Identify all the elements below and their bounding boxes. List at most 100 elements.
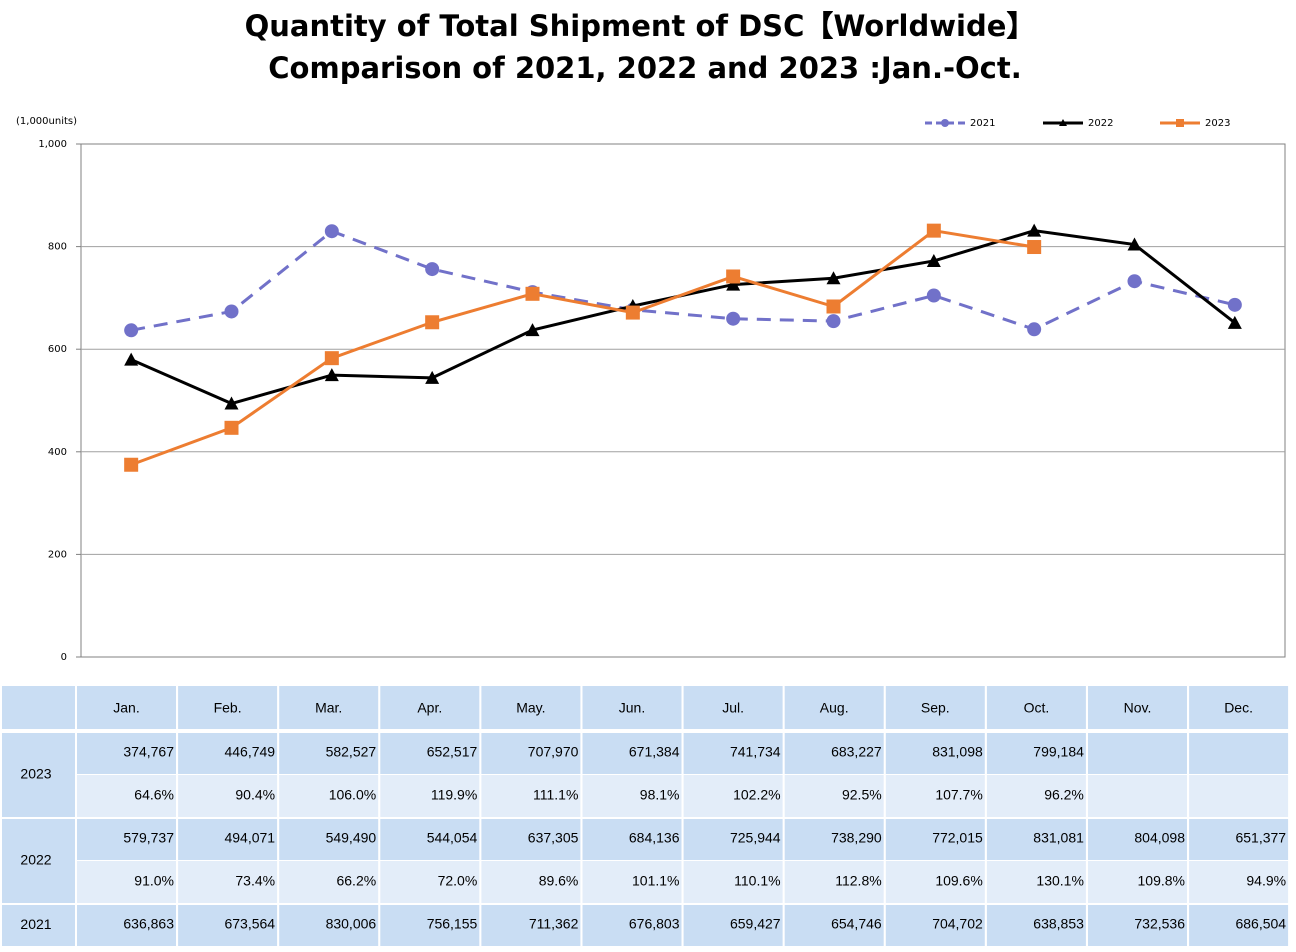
data-point <box>726 277 741 291</box>
table-cell <box>77 733 176 774</box>
table-cell <box>683 775 783 817</box>
y-tick-label: 400 <box>48 447 67 458</box>
y-tick-label: 1,000 <box>38 139 67 150</box>
table-cell <box>1088 775 1187 817</box>
table-header: Aug. <box>820 700 849 716</box>
plot-frame <box>80 143 1286 658</box>
table-ratio: 91.0% <box>134 873 174 889</box>
table-value: 732,536 <box>1134 916 1185 932</box>
row-label-cell <box>2 733 75 817</box>
table-cell <box>885 819 985 860</box>
row-label-cell <box>2 819 75 903</box>
table-cell <box>784 775 884 817</box>
table-ratio: 92.5% <box>842 787 882 803</box>
table-cell <box>1189 861 1289 903</box>
table-header-cell <box>784 686 884 729</box>
table-ratio: 112.8% <box>835 873 881 889</box>
y-tick-label: 800 <box>48 242 67 253</box>
table-ratio: 73.4% <box>235 873 275 889</box>
table-value: 676,803 <box>629 916 680 932</box>
table-cell <box>178 775 278 817</box>
table-value: 725,944 <box>730 830 781 846</box>
data-point <box>926 253 941 267</box>
table-header-cell <box>481 686 581 729</box>
table-cell <box>279 905 379 946</box>
data-point <box>425 315 440 330</box>
table-header: Jun. <box>619 700 645 716</box>
legend-label: 2023 <box>1205 118 1230 129</box>
table-cell <box>380 905 480 946</box>
table-ratio: 110.1% <box>734 873 780 889</box>
table-value: 549,490 <box>326 830 377 846</box>
data-point <box>726 269 741 284</box>
table-cell <box>380 775 480 817</box>
series-line <box>130 229 1236 332</box>
table-cell <box>481 733 581 774</box>
table-cell <box>683 733 783 774</box>
data-point <box>826 299 841 314</box>
table-cell <box>582 861 682 903</box>
table-cell <box>784 733 884 774</box>
table-cell <box>784 819 884 860</box>
table-cell <box>986 775 1086 817</box>
table-cell <box>986 819 1086 860</box>
table-cell <box>279 861 379 903</box>
table-header: Feb. <box>214 700 242 716</box>
legend-label: 2022 <box>1088 118 1113 129</box>
table-header-cell <box>885 686 985 729</box>
data-point <box>1027 223 1042 237</box>
table-value: 671,384 <box>629 744 680 760</box>
table-ratio: 130.1% <box>1036 873 1083 889</box>
table-value: 637,305 <box>528 830 579 846</box>
table-cell <box>683 861 783 903</box>
table-ratio: 101.1% <box>632 873 679 889</box>
table-cell <box>1189 733 1289 774</box>
row-label-cell <box>2 905 75 946</box>
table-cell <box>582 733 682 774</box>
table-value: 772,015 <box>932 830 983 846</box>
table-header: Nov. <box>1124 700 1152 716</box>
table-value: 579,737 <box>123 830 174 846</box>
table-header-cell <box>279 686 379 729</box>
y-tick-label: 200 <box>48 549 67 560</box>
table-header: Jul. <box>722 700 744 716</box>
series-line <box>130 229 1035 467</box>
table-value: 636,863 <box>123 916 174 932</box>
table-cell <box>885 775 985 817</box>
table-cell <box>885 905 985 946</box>
data-point <box>324 368 339 382</box>
table-value: 673,564 <box>224 916 275 932</box>
table-value: 741,734 <box>730 744 781 760</box>
data-point <box>324 224 339 239</box>
data-point <box>425 370 440 384</box>
table-cell <box>481 775 581 817</box>
data-point <box>1027 322 1042 337</box>
table-cell <box>784 861 884 903</box>
table-cell <box>178 733 278 774</box>
y-tick-label: 600 <box>48 344 67 355</box>
data-point <box>1227 315 1242 329</box>
table-ratio: 94.9% <box>1246 873 1286 889</box>
table-cell <box>1189 775 1289 817</box>
y-axis-label: (1,000units) <box>16 116 77 127</box>
table-value: 684,136 <box>629 830 680 846</box>
table-header: May. <box>516 700 545 716</box>
table-header-cell <box>1088 686 1187 729</box>
y-tick-label: 0 <box>61 652 67 663</box>
table-cell <box>77 775 176 817</box>
table-cell <box>683 905 783 946</box>
table-cell <box>77 819 176 860</box>
table-cell <box>885 861 985 903</box>
row-label: 2023 <box>20 766 51 782</box>
table-cell <box>1088 861 1187 903</box>
table-cell <box>77 905 176 946</box>
table-cell <box>885 733 985 774</box>
table-cell <box>986 861 1086 903</box>
table-value: 686,504 <box>1235 916 1286 932</box>
table-value: 738,290 <box>831 830 882 846</box>
chart-subtitle: Comparison of 2021, 2022 and 2023 :Jan.-… <box>268 51 1021 85</box>
table-header-cell <box>380 686 480 729</box>
table-ratio: 119.9% <box>431 787 477 803</box>
table-ratio: 102.2% <box>733 787 780 803</box>
data-point <box>926 288 941 303</box>
